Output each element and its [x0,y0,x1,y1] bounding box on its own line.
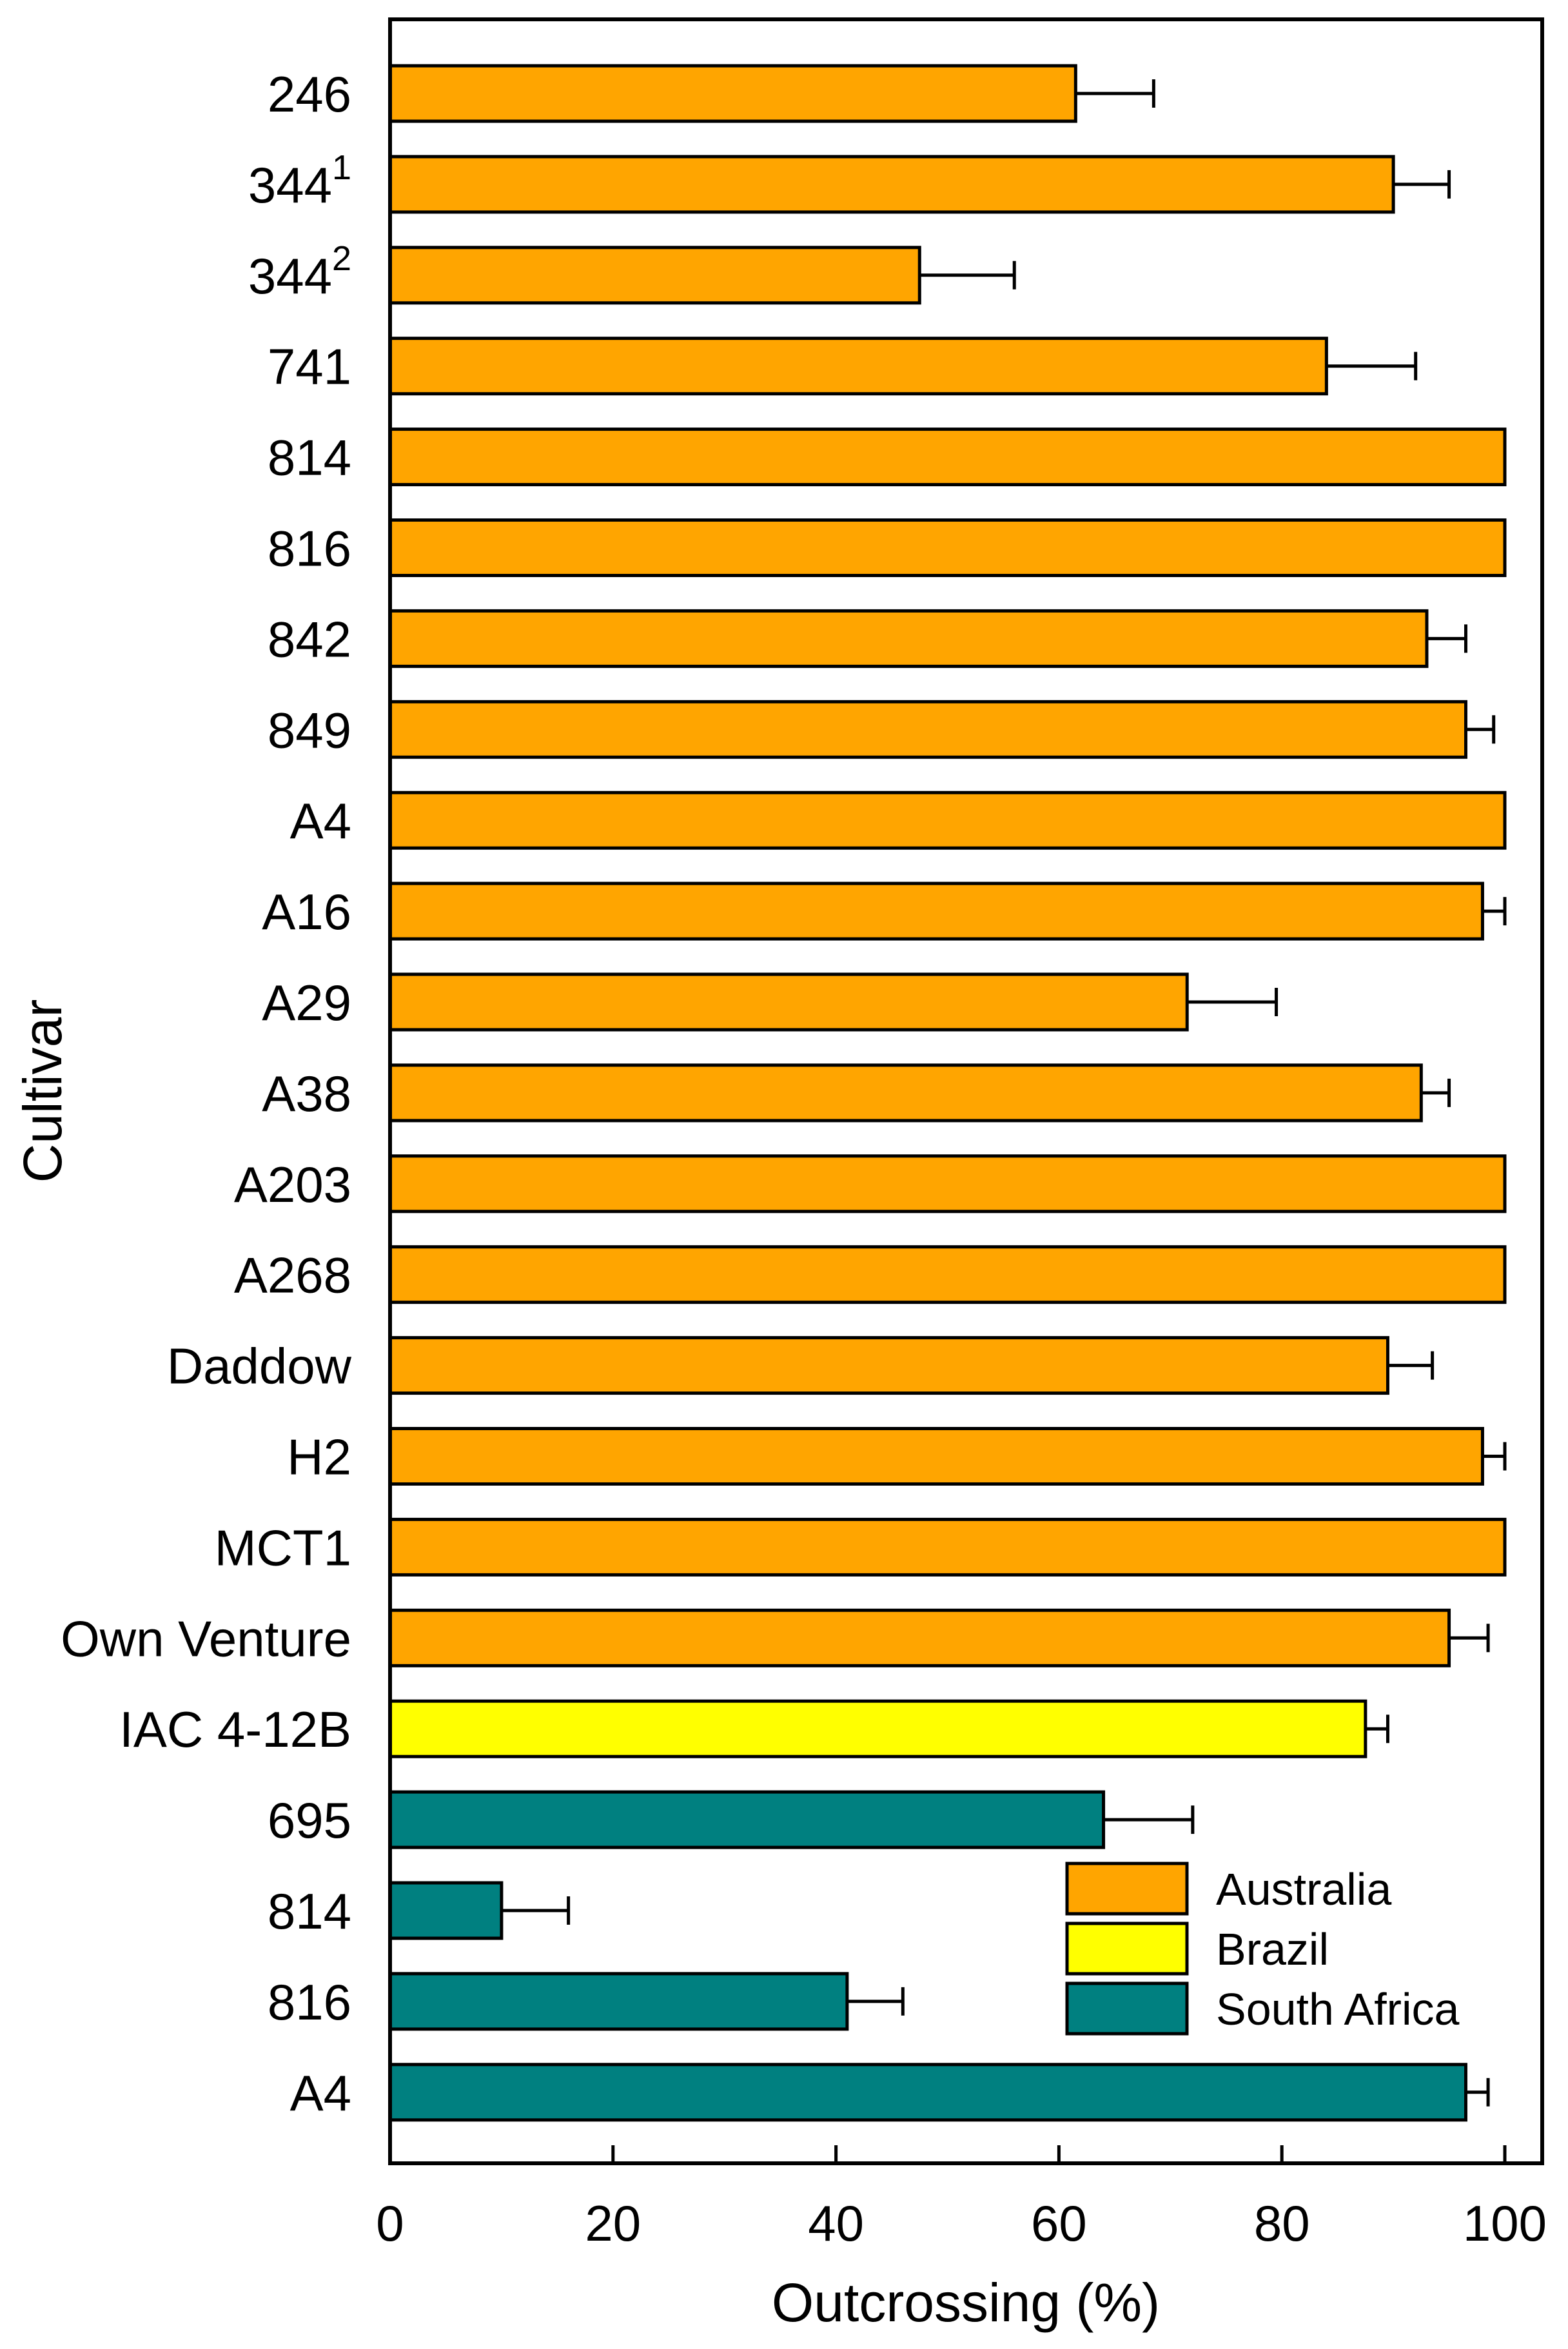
legend-label: Australia [1216,1864,1391,1914]
category-label-superscript: 1 [332,148,351,187]
category-label: IAC 4-12B [119,1701,351,1758]
category-label: A29 [262,974,351,1031]
legend-label: Brazil [1216,1924,1329,1974]
category-label: 816 [268,520,351,577]
category-label: 842 [268,611,351,667]
category-label: A4 [290,792,351,849]
category-labels: 246 3441 3442 741 814 816 842 849 A4 A16 A29 A38 A20… [61,66,352,2121]
category-label: H2 [287,1429,351,1486]
bar [388,1245,1507,1304]
category-label: 814 [268,1883,351,1940]
x-axis-ticks: 0 20 40 60 80 100 [376,2145,1547,2252]
bar [388,64,1077,123]
category-label: 3442 [248,239,351,304]
category-label: A203 [234,1156,351,1213]
bar [388,1608,1451,1667]
category-label: A38 [262,1065,351,1122]
category-label: Own Venture [61,1610,351,1667]
bar [388,428,1507,487]
bar [388,518,1507,577]
category-label: Daddow [167,1338,352,1395]
category-label: 695 [268,1792,351,1849]
category-label: A268 [234,1247,351,1304]
x-tick-label: 60 [1031,2195,1087,2252]
category-label: 849 [268,702,351,758]
bar [388,1972,849,2031]
bar [388,1063,1423,1123]
category-label: MCT1 [215,1519,351,1576]
bar [388,609,1429,668]
bar [388,972,1189,1032]
bar [388,2063,1467,2122]
legend-swatch [1065,1921,1189,1976]
y-axis-title: Cultivar [12,999,73,1183]
x-tick-label: 40 [808,2195,864,2252]
bar [388,1699,1367,1758]
legend-swatch [1065,1981,1189,2036]
category-label: 741 [268,339,351,395]
x-tick-label: 0 [376,2195,404,2252]
bar [388,337,1328,396]
bar [388,881,1484,941]
category-label: 814 [268,429,351,486]
bar [388,1517,1507,1577]
x-tick-label: 80 [1254,2195,1310,2252]
bar [388,1336,1389,1395]
x-axis-title: Outcrossing (%) [772,2272,1160,2333]
bar [388,1790,1106,1849]
x-tick-label: 100 [1463,2195,1547,2252]
bar [388,791,1507,850]
bar [388,1427,1484,1486]
category-label-superscript: 2 [332,239,351,278]
bar [388,246,921,305]
bar [388,1881,504,1940]
category-label: 3441 [248,148,351,213]
bars-layer [388,64,1507,2122]
bar [388,155,1395,214]
plot-frame [388,17,1544,2165]
x-tick-label: 20 [585,2195,641,2252]
legend-label: South Africa [1216,1984,1460,2034]
legend-swatch [1065,1862,1189,1916]
category-label: A16 [262,883,351,940]
legend: Australia Brazil South Africa [1061,1856,1512,2049]
category-label: A4 [290,2065,351,2121]
category-label: 816 [268,1974,351,2030]
bar [388,700,1467,759]
bar [388,1154,1507,1214]
category-label: 246 [268,66,351,123]
